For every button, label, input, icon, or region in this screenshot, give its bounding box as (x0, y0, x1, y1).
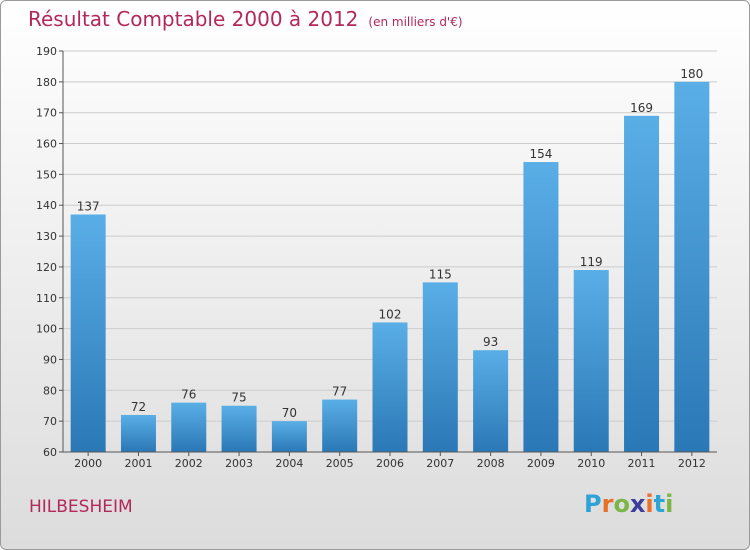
logo-letter: i (665, 490, 674, 518)
proxiti-logo: Proxiti (584, 490, 673, 518)
bar (70, 214, 106, 452)
x-tick-label: 2012 (678, 457, 706, 470)
y-tick-label: 60 (43, 446, 57, 459)
logo-letter: r (601, 490, 614, 518)
bar-value-label: 115 (429, 267, 452, 281)
bar-value-label: 70 (282, 406, 297, 420)
y-tick-label: 100 (36, 323, 57, 336)
y-tick-label: 130 (36, 230, 57, 243)
bar-value-label: 154 (529, 147, 552, 161)
x-tick-label: 2007 (426, 457, 454, 470)
bar-value-label: 93 (483, 335, 498, 349)
bar-value-label: 76 (181, 388, 196, 402)
bar-value-label: 119 (580, 255, 603, 269)
x-tick-label: 2004 (275, 457, 303, 470)
y-tick-label: 190 (36, 45, 57, 58)
y-tick-label: 160 (36, 138, 57, 151)
chart-title-text: Résultat Comptable 2000 à 2012 (28, 7, 359, 31)
chart-title: Résultat Comptable 2000 à 2012 (en millie… (28, 7, 463, 31)
logo-letter: P (584, 490, 602, 518)
bar (171, 402, 207, 452)
bar (573, 270, 609, 452)
y-tick-label: 170 (36, 107, 57, 120)
bar-value-label: 169 (630, 101, 653, 115)
bar-value-label: 75 (231, 391, 246, 405)
bar-value-label: 72 (131, 400, 146, 414)
y-tick-label: 150 (36, 168, 57, 181)
x-tick-label: 2010 (577, 457, 605, 470)
logo-letter: x (629, 490, 646, 518)
logo-letter: i (645, 490, 654, 518)
bar (322, 399, 358, 452)
x-tick-label: 2002 (175, 457, 203, 470)
bar (523, 162, 559, 453)
y-tick-label: 120 (36, 261, 57, 274)
x-tick-label: 2003 (225, 457, 253, 470)
y-tick-label: 80 (43, 384, 57, 397)
location-label: HILBESHEIM (29, 497, 133, 517)
y-tick-label: 70 (43, 415, 57, 428)
x-tick-label: 2006 (376, 457, 404, 470)
bar (221, 405, 257, 452)
bar (422, 282, 458, 452)
x-tick-label: 2009 (527, 457, 555, 470)
y-tick-label: 180 (36, 76, 57, 89)
bar (624, 115, 660, 453)
chart-subtitle: (en milliers d'€) (368, 15, 463, 29)
y-tick-label: 140 (36, 199, 57, 212)
bar (473, 350, 509, 452)
bar (271, 421, 307, 452)
logo-letter: t (653, 490, 666, 518)
y-tick-label: 90 (43, 353, 57, 366)
bar (120, 414, 156, 452)
x-tick-label: 2001 (124, 457, 152, 470)
bar (372, 322, 408, 452)
bar-value-label: 180 (680, 67, 703, 81)
bar (674, 81, 710, 452)
x-tick-label: 2005 (326, 457, 354, 470)
x-tick-label: 2011 (628, 457, 656, 470)
bar-value-label: 137 (77, 199, 100, 213)
y-tick-label: 110 (36, 292, 57, 305)
x-tick-label: 2000 (74, 457, 102, 470)
bar-value-label: 102 (379, 307, 402, 321)
x-tick-label: 2008 (477, 457, 505, 470)
bar-value-label: 77 (332, 385, 347, 399)
logo-letter: o (613, 490, 630, 518)
